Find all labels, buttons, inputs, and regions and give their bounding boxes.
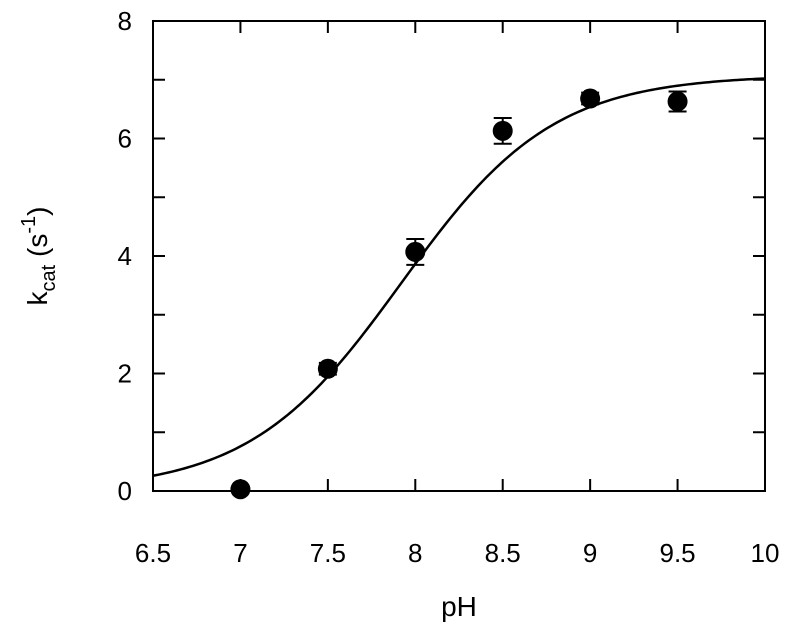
data-point [405,241,426,262]
data-point [230,479,251,500]
data-point [317,358,338,379]
axis-ticks [152,20,766,492]
y-tick-label: 6 [118,124,132,154]
data-points [230,88,688,500]
fit-curve [152,77,766,477]
x-tick-label: 9.5 [659,538,695,568]
y-axis-title-unit-close: ) [22,207,53,216]
tick-labels: 6.5 7 7.5 8 8.5 9 9.5 10 0 2 4 6 8 [118,6,780,568]
fit-curve-layer [152,77,766,477]
y-axis-title: kcat (s-1) [18,207,60,306]
x-tick-label: 8.5 [485,538,521,568]
x-tick-label: 7 [233,538,247,568]
y-tick-label: 2 [118,359,132,389]
y-axis-title-subscript: cat [38,264,60,291]
y-axis-title-main: k [22,290,53,305]
x-axis-title: pH [441,591,477,622]
x-tick-label: 7.5 [310,538,346,568]
x-tick-label: 8 [408,538,422,568]
y-tick-label: 4 [118,241,132,271]
data-point [492,120,513,141]
x-tick-label: 10 [751,538,780,568]
y-tick-label: 0 [118,476,132,506]
y-axis-title-unit-open: (s [22,234,53,265]
data-point [580,88,601,109]
x-tick-label: 6.5 [135,538,171,568]
data-point [667,91,688,112]
y-tick-label: 8 [118,6,132,36]
y-axis-title-superscript: -1 [18,216,40,234]
x-tick-label: 9 [583,538,597,568]
